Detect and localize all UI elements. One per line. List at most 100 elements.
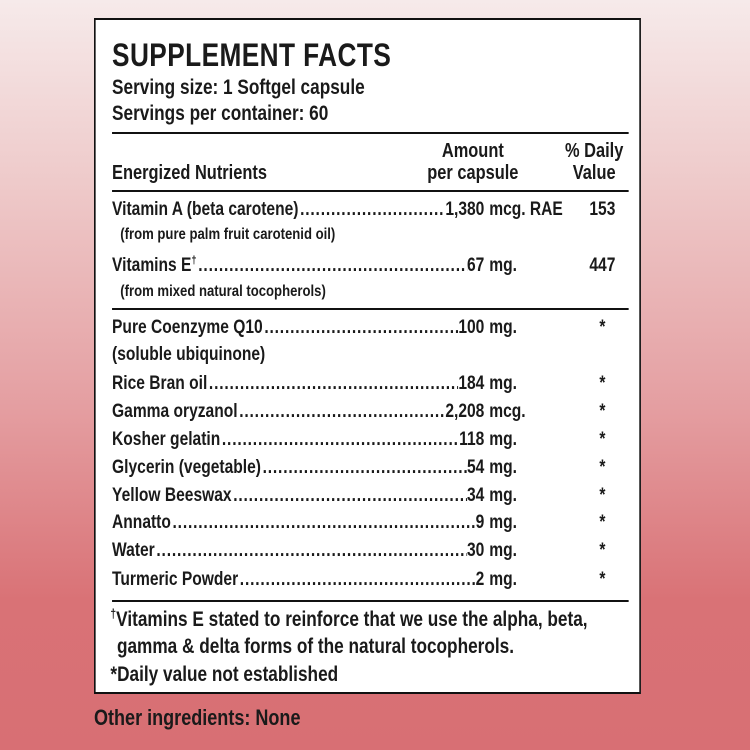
leader-dots: ........................................… — [262, 457, 467, 478]
leader-dots: ........................................… — [198, 255, 467, 276]
leader-dots: ........................................… — [300, 199, 446, 220]
leader-dots: ........................................… — [233, 485, 467, 506]
nutrient-name: Water — [112, 539, 155, 563]
dagger-footnote: †Vitamins E stated to reinforce that we … — [110, 608, 587, 632]
daily-value: 447 — [589, 255, 616, 276]
daily-value: * — [599, 569, 606, 590]
header-dv-line2: Value — [572, 162, 616, 184]
nutrient-name: Glycerin (vegetable) — [112, 456, 261, 480]
nutrient-row: Yellow Beeswax..........................… — [112, 484, 629, 508]
nutrient-row: Glycerin (vegetable)....................… — [112, 456, 629, 480]
daily-value: * — [599, 485, 606, 506]
nutrient-name-text: Turmeric Powder — [112, 569, 239, 590]
amount-unit: mg. — [489, 255, 517, 276]
daily-value: * — [599, 317, 606, 338]
supplement-facts-panel: SUPPLEMENT FACTS Serving size: 1 Softgel… — [94, 18, 641, 694]
nutrient-row: Vitamins E†.............................… — [112, 254, 629, 278]
panel-title: SUPPLEMENT FACTS — [112, 37, 392, 73]
servings-per-container: Servings per container: 60 — [112, 102, 329, 125]
other-ingredients: Other ingredients: None — [94, 705, 301, 730]
nutrient-row: Rice Bran oil...........................… — [112, 372, 629, 396]
nutrient-name: Vitamin A (beta carotene) — [112, 198, 298, 222]
daily-value: * — [599, 373, 606, 394]
nutrient-name: Yellow Beeswax — [112, 484, 232, 508]
nutrient-row: Kosher gelatin..........................… — [112, 428, 629, 452]
nutrient-name-text: Kosher gelatin — [112, 429, 221, 450]
serving-size: Serving size: 1 Softgel capsule — [112, 76, 365, 99]
amount-value: 34 — [466, 485, 485, 506]
nutrient-leader-group: Water...................................… — [112, 539, 484, 563]
amount-unit: mg. — [489, 540, 517, 561]
nutrient-row: Annatto.................................… — [112, 511, 629, 535]
amount-unit: mg. — [489, 429, 517, 450]
nutrient-name-text: Vitamin A (beta carotene) — [112, 199, 299, 220]
amount-value: 1,380 — [445, 199, 485, 220]
nutrient-name-text: Rice Bran oil — [112, 373, 208, 394]
amount-value: 9 — [475, 512, 485, 533]
leader-dots: ........................................… — [239, 401, 446, 422]
amount-value: 184 — [458, 373, 485, 394]
header-amount-line2: per capsule — [427, 162, 519, 184]
nutrient-name-text: Glycerin (vegetable) — [112, 457, 261, 478]
amount-value: 118 — [459, 429, 485, 450]
nutrient-name: Gamma oryzanol — [112, 400, 238, 424]
divider — [112, 190, 629, 192]
leader-dots: ........................................… — [156, 540, 467, 561]
amount-unit: mcg. RAE — [489, 199, 563, 220]
daily-value: * — [599, 512, 606, 533]
daily-value: * — [599, 429, 606, 450]
nutrient-note: (soluble ubiquinone) — [112, 344, 266, 365]
amount-value: 2,208 — [445, 401, 485, 422]
amount-unit: mg. — [489, 512, 517, 533]
nutrient-name-text: Gamma oryzanol — [112, 401, 238, 422]
nutrient-leader-group: Vitamins E†.............................… — [112, 254, 484, 278]
dagger-mark: † — [191, 254, 197, 267]
nutrient-leader-group: Vitamin A (beta carotene)...............… — [112, 198, 484, 222]
nutrient-name-text: Annatto — [112, 512, 171, 533]
leader-dots: ........................................… — [208, 373, 458, 394]
leader-dots: ........................................… — [221, 429, 459, 450]
nutrient-leader-group: Glycerin (vegetable)....................… — [112, 456, 484, 480]
nutrient-row: Vitamin A (beta carotene)...............… — [112, 198, 629, 222]
nutrient-leader-group: Gamma oryzanol..........................… — [112, 400, 484, 424]
dagger-footnote-line2: gamma & delta forms of the natural tocop… — [116, 635, 515, 658]
nutrient-name: Kosher gelatin — [112, 428, 220, 452]
amount-unit: mg. — [489, 373, 517, 394]
nutrient-name: Pure Coenzyme Q10 — [112, 316, 263, 340]
nutrient-leader-group: Yellow Beeswax..........................… — [112, 484, 484, 508]
nutrient-name: Annatto — [112, 511, 171, 535]
daily-value: * — [599, 401, 606, 422]
header-daily-value: % Daily Value — [561, 140, 627, 184]
asterisk-footnote: *Daily value not established — [110, 663, 339, 686]
nutrient-row: Turmeric Powder.........................… — [112, 568, 629, 592]
nutrient-name: Vitamins E† — [112, 254, 197, 278]
amount-value: 30 — [466, 540, 485, 561]
nutrient-name-text: Yellow Beeswax — [112, 485, 232, 506]
divider — [112, 600, 629, 602]
nutrient-row: Water...................................… — [112, 539, 629, 563]
nutrient-leader-group: Annatto.................................… — [112, 511, 484, 535]
divider — [112, 132, 629, 134]
amount-value: 2 — [475, 569, 485, 590]
daily-value: * — [599, 457, 606, 478]
daily-value: 153 — [589, 199, 616, 220]
amount-value: 100 — [458, 317, 485, 338]
daily-value: * — [599, 540, 606, 561]
divider — [112, 308, 629, 310]
header-amount: Amount per capsule — [399, 140, 547, 184]
nutrient-leader-group: Kosher gelatin..........................… — [112, 428, 484, 452]
nutrient-leader-group: Pure Coenzyme Q10.......................… — [112, 316, 484, 340]
nutrient-row: Gamma oryzanol..........................… — [112, 400, 629, 424]
nutrient-name: Turmeric Powder — [112, 568, 238, 592]
leader-dots: ........................................… — [264, 317, 458, 338]
amount-unit: mg. — [489, 485, 517, 506]
header-nutrient: Energized Nutrients — [112, 162, 267, 184]
amount-unit: mg. — [489, 317, 517, 338]
amount-unit: mg. — [489, 569, 517, 590]
nutrient-note: (from mixed natural tocopherols) — [120, 283, 326, 300]
amount-unit: mg. — [489, 457, 517, 478]
leader-dots: ........................................… — [172, 512, 476, 533]
nutrient-row: Pure Coenzyme Q10.......................… — [112, 316, 629, 340]
header-amount-line1: Amount — [441, 140, 504, 162]
nutrient-name-text: Water — [112, 540, 155, 561]
